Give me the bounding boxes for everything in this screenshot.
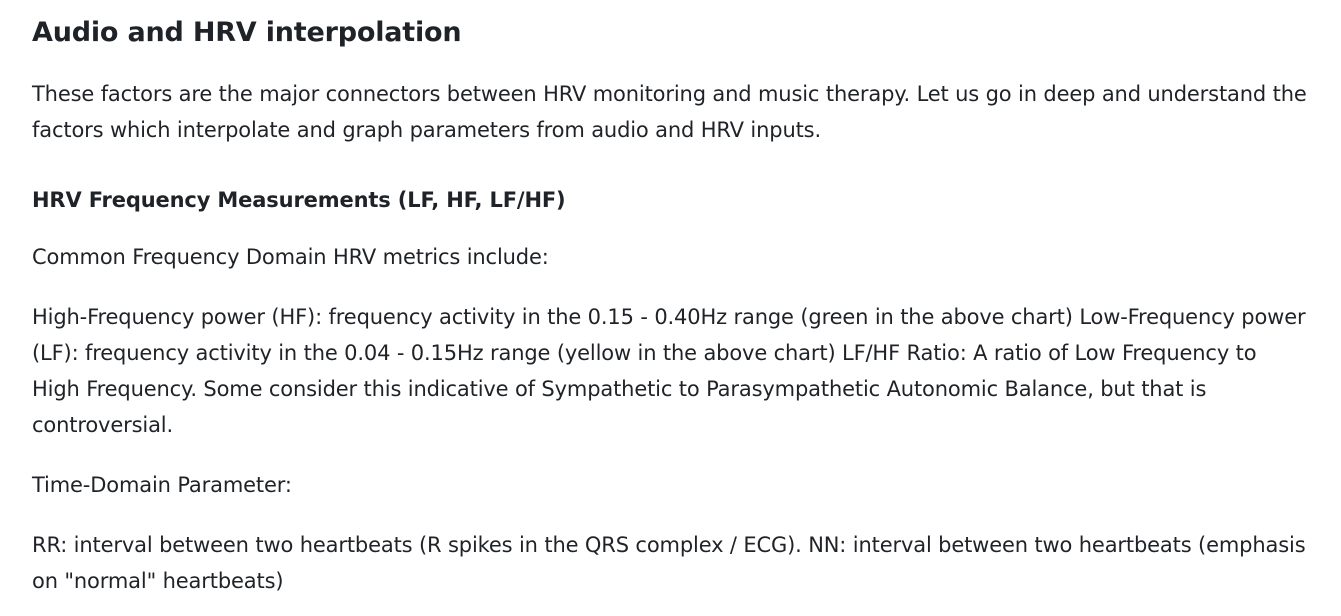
subsection-heading: HRV Frequency Measurements (LF, HF, LF/H… [32,188,566,212]
intro-paragraph: These factors are the major connectors b… [32,82,1307,142]
time-domain-label: Time-Domain Parameter: [32,473,292,497]
time-domain-details-paragraph: RR: interval between two heartbeats (R s… [32,533,1306,593]
article-content: Audio and HRV interpolation These factor… [32,17,1307,593]
frequency-details-paragraph: High-Frequency power (HF): frequency act… [32,305,1306,437]
common-metrics-paragraph: Common Frequency Domain HRV metrics incl… [32,245,549,269]
section-heading: Audio and HRV interpolation [32,17,462,48]
